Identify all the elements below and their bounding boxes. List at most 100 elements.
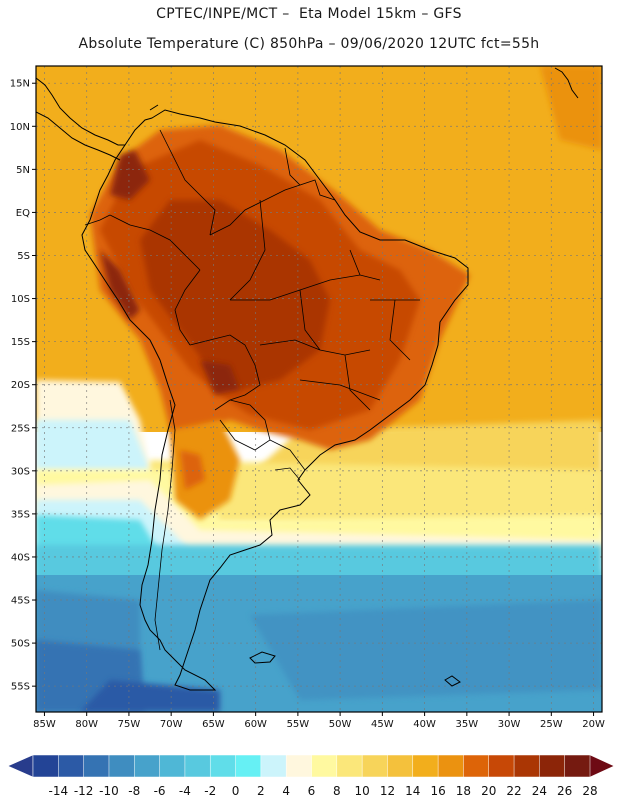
caribbean-islands <box>149 67 579 111</box>
lon-tick-label: 60W <box>244 719 267 730</box>
colorbar-swatch <box>58 754 85 778</box>
lat-tick-label: 25S <box>11 423 30 434</box>
brazil-states <box>229 199 420 411</box>
lat-tick-label: 20S <box>11 380 30 391</box>
colorbar-label: -14 <box>49 784 69 798</box>
colorbar-label: 20 <box>481 784 496 798</box>
colorbar-swatch <box>336 754 363 778</box>
colorbar-low-extend <box>7 754 34 778</box>
colorbar-label: -2 <box>204 784 216 798</box>
colorbar-label: 12 <box>380 784 395 798</box>
hot-spot-north <box>110 150 150 200</box>
band-light-cyan-west <box>36 420 150 470</box>
colorbar-swatch <box>159 754 186 778</box>
border-brazil-argentina <box>269 439 306 471</box>
south-georgia-coastline <box>444 675 461 687</box>
colorbar-swatch <box>564 754 591 778</box>
argentina-warm <box>170 420 240 520</box>
lat-tick-label: 15S <box>11 337 30 348</box>
colorbar-labels: -14 -12 -10 -8 -6 -4 -2 0 2 4 6 8 10 12 14 16 18 20 22 24 26… <box>49 784 598 798</box>
colorbar-label: 4 <box>282 784 290 798</box>
lat-tick-label: 45S <box>11 596 30 607</box>
lon-tick-label: 25W <box>540 719 563 730</box>
title-line-1: CPTEC/INPE/MCT – Eta Model 15km – GFS <box>156 6 462 22</box>
colorbar-swatch <box>361 754 389 778</box>
temperature-field <box>36 66 602 712</box>
lat-tick-label: 35S <box>11 509 30 520</box>
colorbar-label: 6 <box>308 784 316 798</box>
lon-tick-label: 65W <box>202 719 225 730</box>
colorbar-swatch <box>235 754 262 778</box>
colorbar-swatch <box>412 754 439 778</box>
colorbar-label: -4 <box>179 784 191 798</box>
colorbar-high-extend <box>589 754 615 778</box>
colorbar-label: 0 <box>232 784 240 798</box>
lat-tick-label: 30S <box>11 466 30 477</box>
colorbar-swatch <box>311 754 338 778</box>
hot-spot-chaco <box>200 360 240 395</box>
colorbar-label: -10 <box>99 784 119 798</box>
colorbar-label: 8 <box>333 784 341 798</box>
colorbar-swatch <box>513 754 541 778</box>
longitude-axis: 85W 80W 75W 70W 65W 60W 55W 50W 45W 40W 35W 30W 25W 2… <box>33 712 605 730</box>
central-america-coastline <box>36 77 125 161</box>
lon-tick-label: 85W <box>33 719 56 730</box>
colorbar-swatch <box>539 754 566 778</box>
country-borders <box>84 129 420 651</box>
colorbar-swatch <box>134 754 161 778</box>
lat-tick-label: EQ <box>16 208 30 219</box>
hot-spot-andes <box>100 250 140 320</box>
lon-tick-label: 35W <box>456 719 479 730</box>
lon-tick-label: 75W <box>118 719 141 730</box>
lat-tick-label: 40S <box>11 552 30 563</box>
latitude-axis: 15N 10N 5N EQ 5S 10S 15S 20S 25S 30S 35S 40S 45S 50S 5… <box>10 79 36 693</box>
colorbar-swatch <box>83 754 110 778</box>
grid-lines <box>36 66 602 712</box>
colorbar-label: 10 <box>354 784 369 798</box>
colorbar-swatch <box>437 754 465 778</box>
colorbar-swatch <box>260 754 287 778</box>
colorbar-label: -6 <box>154 784 166 798</box>
lon-tick-label: 55W <box>287 719 310 730</box>
band-light-yellow <box>150 460 602 530</box>
lon-tick-label: 50W <box>329 719 352 730</box>
colorbar-swatch <box>387 754 414 778</box>
colorbar-label: 28 <box>582 784 597 798</box>
colorbar-label: 14 <box>405 784 420 798</box>
colorbar-label: 22 <box>506 784 521 798</box>
map-frame <box>35 65 603 713</box>
lat-tick-label: 15N <box>10 79 30 90</box>
colorbar-label: 24 <box>532 784 547 798</box>
colorbar-label: -12 <box>74 784 94 798</box>
title-line-2: Absolute Temperature (C) 850hPa – 09/06/… <box>78 36 540 52</box>
border-ecuador <box>84 214 111 226</box>
lat-tick-label: 50S <box>11 639 30 650</box>
lat-tick-label: 10N <box>10 122 30 133</box>
colorbar <box>7 754 615 778</box>
colorbar-swatch <box>209 754 237 778</box>
border-peru-brazil <box>174 269 201 346</box>
band-caribbean-warm <box>540 66 602 150</box>
colorbar-swatch <box>488 754 515 778</box>
coastline <box>36 67 579 691</box>
lon-tick-label: 80W <box>75 719 98 730</box>
lon-tick-label: 45W <box>371 719 394 730</box>
lat-tick-label: 5S <box>17 251 30 262</box>
colorbar-label: 18 <box>456 784 471 798</box>
border-uruguay <box>274 467 301 481</box>
colorbar-label: 26 <box>557 784 572 798</box>
lat-tick-label: 5N <box>16 165 30 176</box>
lon-tick-label: 30W <box>498 719 521 730</box>
south-america-coastline <box>81 109 469 691</box>
colorbar-swatch <box>32 754 59 778</box>
lon-tick-label: 20W <box>582 719 605 730</box>
colorbar-swatch <box>463 754 490 778</box>
falklands-coastline <box>249 651 276 664</box>
border-venezuela-brazil <box>209 184 301 236</box>
band-blue-patch-east <box>250 600 602 700</box>
lat-tick-label: 55S <box>11 682 30 693</box>
colorbar-swatch <box>285 754 313 778</box>
border-chile-argentina <box>154 399 176 651</box>
colorbar-label: -8 <box>128 784 140 798</box>
